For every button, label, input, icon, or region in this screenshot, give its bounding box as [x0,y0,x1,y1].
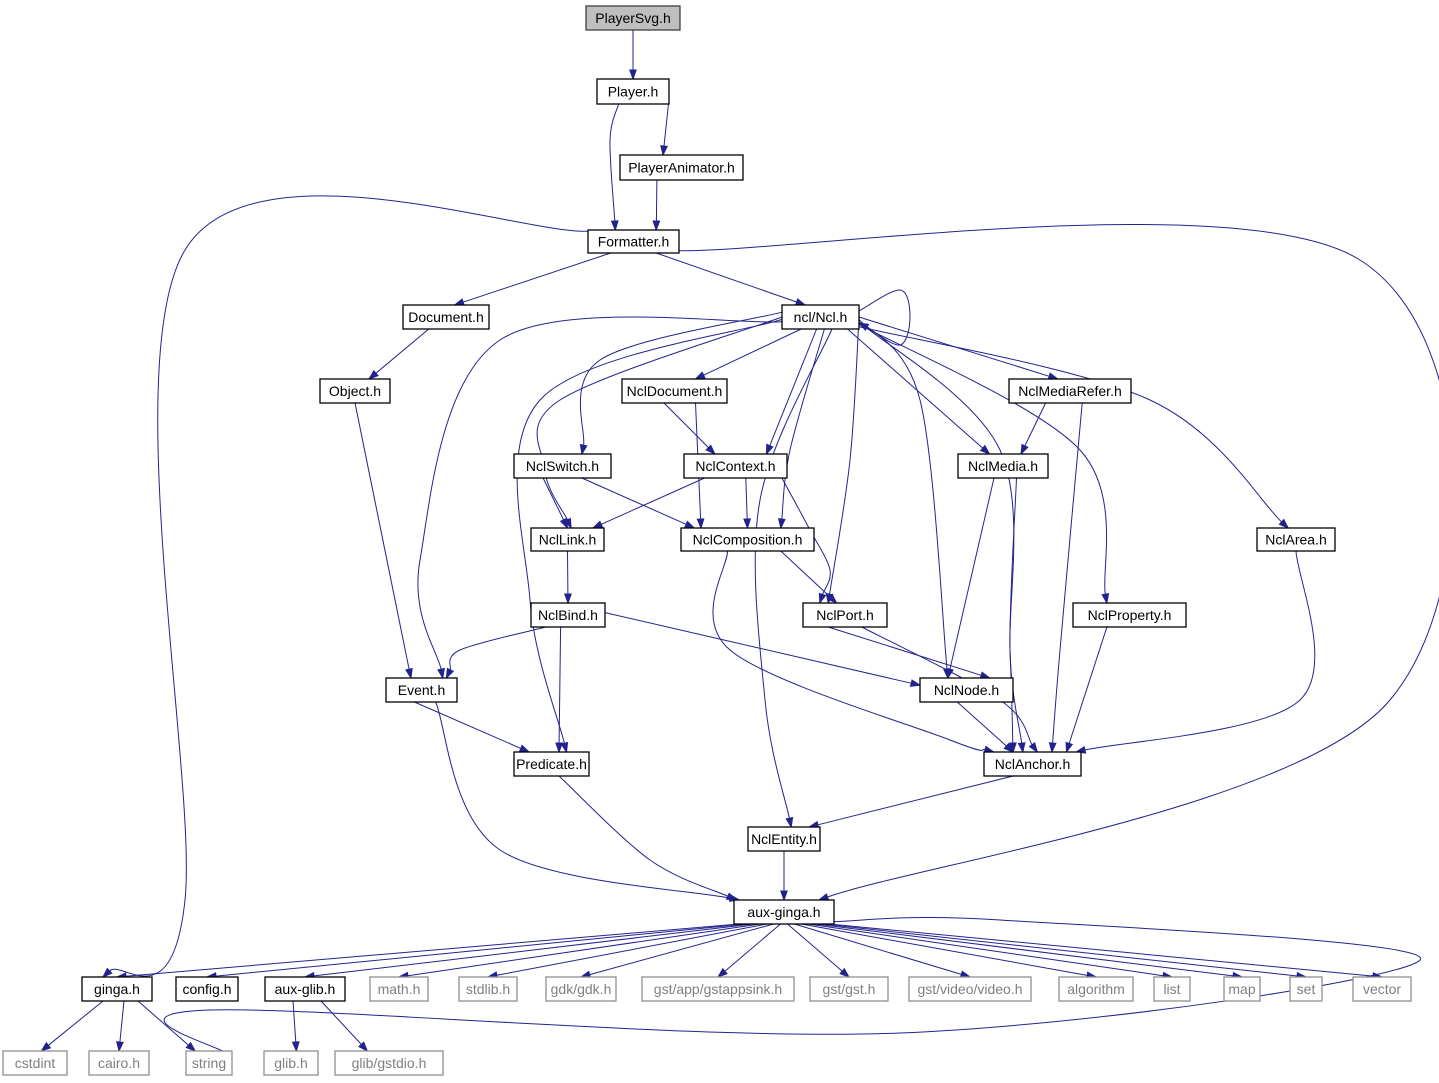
svg-text:PlayerSvg.h: PlayerSvg.h [595,10,670,26]
svg-text:NclBind.h: NclBind.h [538,607,598,623]
svg-text:ginga.h: ginga.h [94,981,140,997]
svg-text:gst/gst.h: gst/gst.h [823,981,876,997]
svg-text:Object.h: Object.h [329,383,381,399]
svg-text:NclMedia.h: NclMedia.h [968,458,1038,474]
svg-text:NclArea.h: NclArea.h [1265,532,1326,548]
svg-text:gst/app/gstappsink.h: gst/app/gstappsink.h [654,981,782,997]
svg-text:aux-glib.h: aux-glib.h [275,981,336,997]
svg-text:ncl/Ncl.h: ncl/Ncl.h [794,309,848,325]
svg-text:NclNode.h: NclNode.h [934,682,999,698]
svg-text:NclPort.h: NclPort.h [816,607,874,623]
svg-text:Document.h: Document.h [408,309,483,325]
svg-text:cairo.h: cairo.h [98,1055,140,1071]
svg-text:aux-ginga.h: aux-ginga.h [747,904,820,920]
svg-text:Predicate.h: Predicate.h [516,756,587,772]
svg-text:set: set [1297,981,1316,997]
svg-text:glib/gstdio.h: glib/gstdio.h [352,1055,427,1071]
svg-text:gst/video/video.h: gst/video/video.h [917,981,1022,997]
svg-text:NclDocument.h: NclDocument.h [627,383,723,399]
svg-text:config.h: config.h [182,981,231,997]
svg-text:NclAnchor.h: NclAnchor.h [995,756,1070,772]
svg-text:NclContext.h: NclContext.h [695,458,775,474]
svg-text:stdlib.h: stdlib.h [466,981,510,997]
svg-text:vector: vector [1363,981,1401,997]
svg-text:NclLink.h: NclLink.h [539,532,597,548]
svg-text:gdk/gdk.h: gdk/gdk.h [551,981,612,997]
svg-text:PlayerAnimator.h: PlayerAnimator.h [628,160,735,176]
svg-text:list: list [1163,981,1180,997]
svg-text:cstdint: cstdint [15,1055,56,1071]
svg-text:NclEntity.h: NclEntity.h [751,831,817,847]
svg-text:map: map [1228,981,1255,997]
svg-text:NclProperty.h: NclProperty.h [1088,607,1172,623]
svg-text:Player.h: Player.h [608,84,659,100]
svg-text:string: string [192,1055,226,1071]
svg-text:NclSwitch.h: NclSwitch.h [526,458,599,474]
svg-text:NclComposition.h: NclComposition.h [693,532,803,548]
svg-text:Formatter.h: Formatter.h [598,234,670,250]
svg-text:NclMediaRefer.h: NclMediaRefer.h [1018,383,1122,399]
svg-text:Event.h: Event.h [398,682,445,698]
svg-text:glib.h: glib.h [274,1055,307,1071]
svg-text:math.h: math.h [378,981,421,997]
svg-text:algorithm: algorithm [1067,981,1125,997]
